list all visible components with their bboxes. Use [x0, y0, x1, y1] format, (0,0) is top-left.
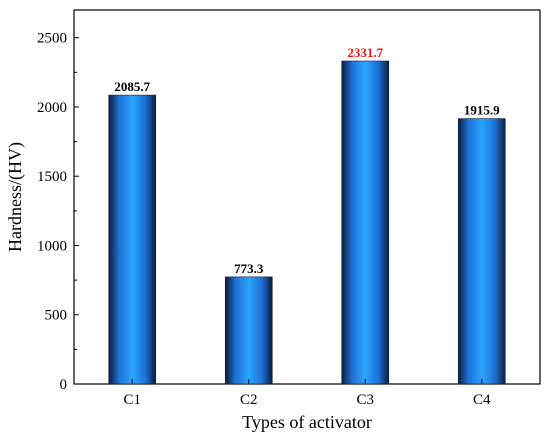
x-axis-title: Types of activator: [242, 412, 372, 432]
bar-c3: [341, 60, 390, 385]
data-label-c1: 2085.7: [114, 79, 150, 94]
y-axis-title: Hardness/(HV): [5, 142, 26, 252]
x-tick-label-c2: C2: [240, 392, 258, 408]
data-label-c3: 2331.7: [347, 45, 383, 60]
bar-c4: [457, 118, 506, 385]
y-tick-label-2500: 2500: [37, 31, 67, 47]
bar-c1: [108, 94, 157, 385]
bar-c2: [224, 276, 273, 385]
bars-group: 2085.7 773.3 2331.7 1915.9: [108, 45, 506, 385]
x-tick-label-c1: C1: [123, 392, 141, 408]
y-tick-label-0: 0: [60, 377, 68, 393]
y-tick-label-1000: 1000: [37, 238, 67, 254]
plot-frame: [73, 9, 541, 385]
y-tick-label-500: 500: [45, 308, 68, 324]
x-tick-label-c4: C4: [473, 392, 491, 408]
ticks-group: C1 C2 C3 C4 0 500 1000 1500 2000 2500: [37, 31, 491, 408]
y-tick-label-2000: 2000: [37, 100, 67, 116]
data-label-c2: 773.3: [234, 261, 264, 276]
y-tick-label-1500: 1500: [37, 169, 67, 185]
data-label-c4: 1915.9: [464, 103, 500, 118]
x-tick-label-c3: C3: [356, 392, 374, 408]
